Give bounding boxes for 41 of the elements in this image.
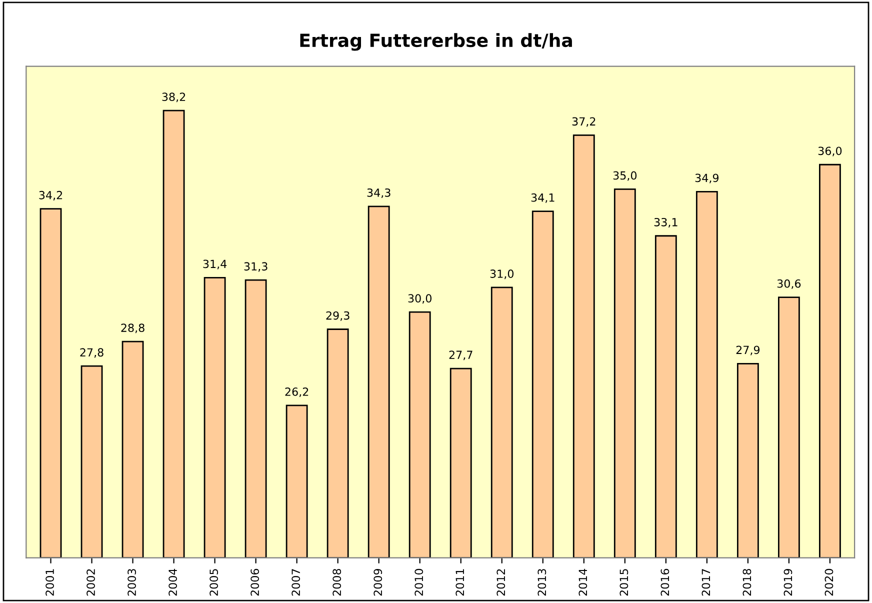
data-label: 37,2 xyxy=(572,117,596,127)
data-label: 28,8 xyxy=(121,324,144,334)
x-tick-label: 2009 xyxy=(374,568,382,596)
data-label: 30,6 xyxy=(777,279,801,289)
x-tick-label: 2014 xyxy=(578,568,588,596)
x-tick-label: 2018 xyxy=(742,568,752,596)
data-label: 31,0 xyxy=(490,270,514,280)
x-tick-label: 2008 xyxy=(332,568,342,596)
data-label: 34,3 xyxy=(367,188,390,198)
x-tick-label: 2005 xyxy=(210,569,218,596)
data-label: 34,2 xyxy=(39,190,62,200)
x-tick-label: 2011 xyxy=(456,569,464,596)
data-label: 31,3 xyxy=(244,262,268,272)
x-tick-label: 2019 xyxy=(784,568,792,596)
data-label: 34,1 xyxy=(531,193,554,203)
data-label: 26,2 xyxy=(285,388,308,398)
data-label: 34,9 xyxy=(695,174,719,184)
data-label: 35,0 xyxy=(613,171,637,181)
x-tick-label: 2020 xyxy=(824,568,834,596)
chart-title: Ertrag Futtererbse in dt/ha xyxy=(300,33,572,51)
x-tick-label: 2010 xyxy=(414,568,424,596)
x-tick-label: 2015 xyxy=(620,569,628,596)
x-tick-label: 2002 xyxy=(86,569,95,596)
x-tick-label: 2016 xyxy=(660,568,670,596)
x-tick-label: 2006 xyxy=(250,568,260,596)
x-tick-label: 2003 xyxy=(128,569,136,596)
data-label: 27,7 xyxy=(449,350,472,360)
data-label: 38,2 xyxy=(162,92,186,102)
x-tick-label: 2013 xyxy=(538,569,546,596)
x-tick-label: 2001 xyxy=(46,569,54,596)
data-label: 36,0 xyxy=(818,146,842,156)
x-tick-label: 2017 xyxy=(702,569,710,596)
data-label: 29,3 xyxy=(326,311,350,321)
data-label: 31,4 xyxy=(203,260,227,270)
x-tick-label: 2012 xyxy=(496,569,506,596)
x-tick-label: 2007 xyxy=(292,569,300,596)
x-tick-label: 2004 xyxy=(168,568,178,596)
data-label: 27,9 xyxy=(736,346,760,356)
data-label: 30,0 xyxy=(408,294,432,304)
data-label: 27,8 xyxy=(80,348,104,358)
data-label: 33,1 xyxy=(654,218,678,228)
